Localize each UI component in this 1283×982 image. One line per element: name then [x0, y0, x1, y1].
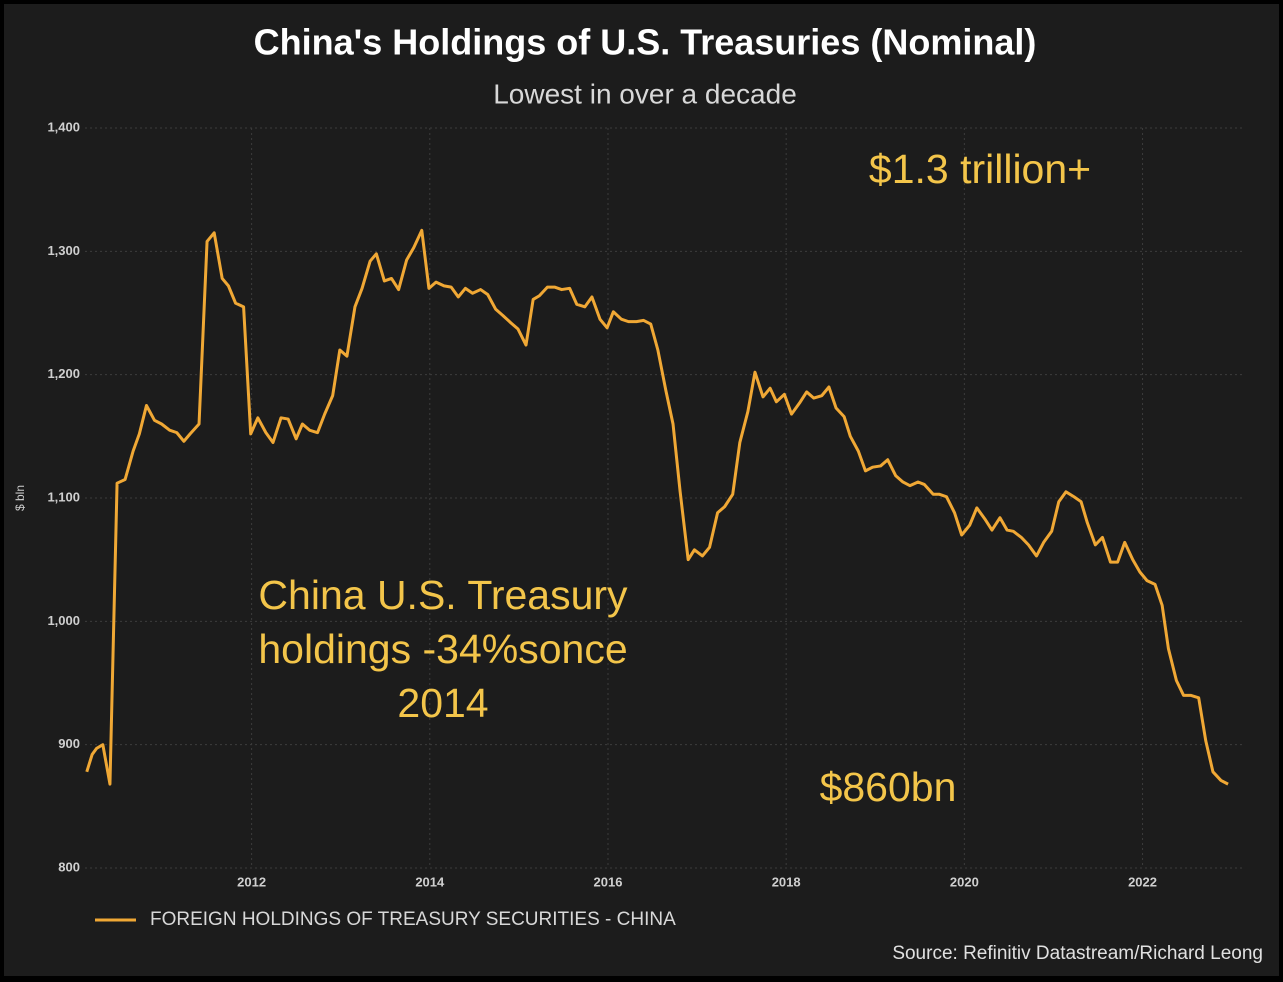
legend-label: FOREIGN HOLDINGS OF TREASURY SECURITIES …: [150, 909, 676, 930]
x-tick-label: 2012: [237, 874, 266, 889]
data-line: [85, 228, 1229, 786]
y-tick-label: 1,000: [47, 613, 80, 628]
y-tick-label: 1,400: [47, 119, 80, 134]
y-tick-label: 1,300: [47, 243, 80, 258]
x-tick-label: 2018: [772, 874, 801, 889]
source: Source: Refinitiv Datastream/Richard Leo…: [892, 943, 1263, 964]
x-tick-label: 2020: [950, 874, 979, 889]
x-tick-label: 2016: [594, 874, 623, 889]
x-tick-label: 2022: [1128, 874, 1157, 889]
y-tick-label: 1,200: [47, 366, 80, 381]
y-tick-label: 900: [58, 736, 80, 751]
annotation: $1.3 trillion+: [869, 146, 1091, 192]
annotation: holdings -34%sonce: [258, 626, 627, 672]
chart-title: China's Holdings of U.S. Treasuries (Nom…: [254, 22, 1037, 63]
x-tick-label: 2014: [415, 874, 445, 889]
annotation: China U.S. Treasury: [258, 572, 628, 618]
annotation: 2014: [397, 680, 488, 726]
y-tick-label: 800: [58, 859, 80, 874]
annotation: $860bn: [820, 764, 957, 810]
chart-subtitle: Lowest in over a decade: [493, 78, 797, 109]
y-axis-label: $ bln: [13, 485, 27, 511]
y-tick-label: 1,100: [47, 489, 80, 504]
plot: 800 900 1,000 1,100 1,200 1,300 1,400 2012 2014 2…: [47, 119, 1245, 930]
